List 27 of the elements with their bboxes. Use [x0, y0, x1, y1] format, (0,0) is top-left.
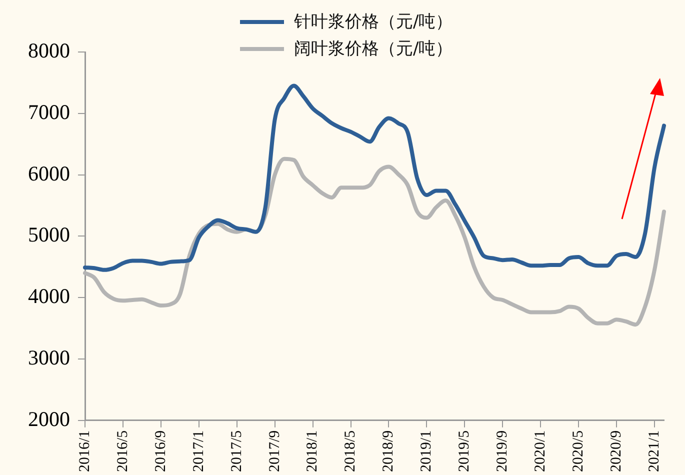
x-tick-label: 2019/1 [418, 430, 435, 472]
x-tick-label: 2019/5 [456, 430, 473, 472]
line-series [83, 156, 666, 327]
y-tick-label: 7000 [28, 100, 70, 124]
y-tick-label: 3000 [28, 345, 70, 370]
x-tick-label: 2016/9 [152, 430, 169, 472]
x-tick-label: 2020/1 [532, 430, 549, 472]
legend-label: 阔叶浆价格（元/吨） [294, 38, 453, 60]
y-tick-label: 2000 [28, 406, 70, 431]
x-tick-label: 2020/5 [570, 430, 587, 472]
x-tick-label: 2016/1 [76, 430, 93, 472]
x-tick-label: 2017/1 [190, 430, 207, 472]
x-tick-label: 2018/1 [304, 430, 321, 472]
x-tick-label: 2017/9 [266, 430, 283, 472]
y-tick-label: 5000 [28, 222, 70, 247]
x-tick-label: 2018/9 [380, 430, 397, 472]
y-tick-label: 6000 [28, 161, 70, 186]
x-tick-label: 2017/5 [228, 430, 245, 472]
x-tick-label: 2016/5 [114, 430, 131, 472]
x-tick-label: 2021/1 [646, 430, 662, 472]
x-tick-label: 2020/9 [608, 430, 624, 472]
y-tick-label: 8000 [28, 38, 70, 63]
x-tick-label: 2019/9 [494, 430, 511, 472]
x-tick-label: 2018/5 [342, 430, 359, 472]
legend-label: 针叶浆价格（元/吨） [294, 11, 453, 33]
line-series [83, 84, 666, 272]
y-tick-label: 4000 [28, 284, 70, 308]
